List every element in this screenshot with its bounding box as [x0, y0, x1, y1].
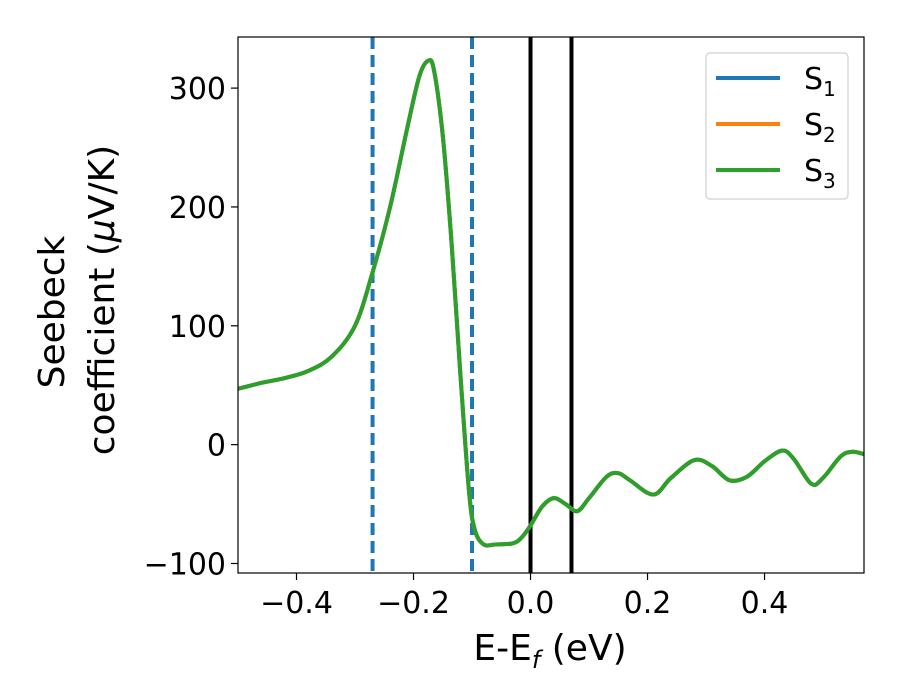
x-tick-label: −0.4	[260, 586, 333, 621]
plot-area	[238, 37, 864, 573]
x-tick-label: 0.0	[507, 586, 555, 621]
y-tick-label: −100	[144, 547, 226, 582]
legend: S1 S2 S3	[705, 52, 849, 200]
y-tick-label: 300	[169, 72, 226, 107]
legend-label-s3: S3	[804, 154, 836, 193]
x-axis-label: E-Ef (eV)	[473, 628, 626, 674]
y-axis-label-line2: coefficient (μV/K)	[82, 145, 123, 455]
y-tick-label: 0	[207, 429, 226, 464]
x-tick-label: −0.2	[377, 586, 450, 621]
legend-label-s1: S1	[804, 62, 836, 101]
x-axis-ticks: −0.4 −0.2 0.0 0.2 0.4	[260, 573, 788, 621]
legend-label-s2: S2	[804, 108, 836, 147]
y-tick-label: 100	[169, 310, 226, 345]
series-line-s3	[238, 58, 864, 548]
x-tick-label: 0.2	[624, 586, 672, 621]
y-axis-label-line1: Seebeck	[32, 235, 73, 388]
x-tick-label: 0.4	[741, 586, 789, 621]
y-axis-ticks: −100 0 100 200 300	[144, 72, 238, 582]
axes-frame	[237, 36, 865, 574]
y-tick-label: 200	[169, 191, 226, 226]
